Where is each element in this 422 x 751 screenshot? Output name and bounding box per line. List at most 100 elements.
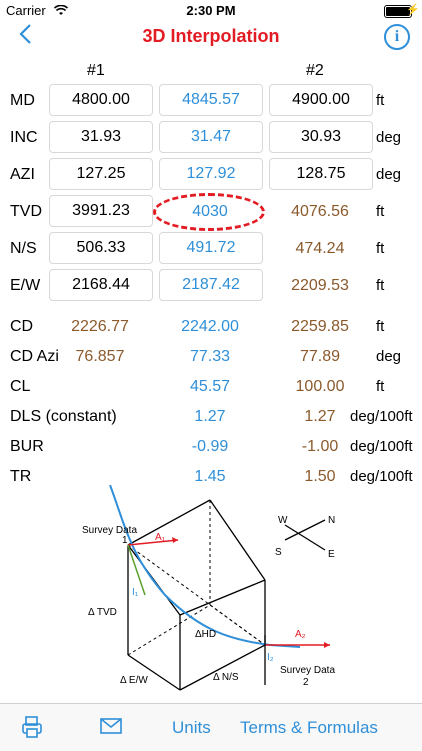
survey1-input[interactable]: 3991.23 (49, 195, 153, 227)
compass-w-label: W (278, 515, 288, 526)
terms-formulas-button[interactable]: Terms & Formulas (240, 718, 378, 737)
survey1-value: 76.857 (75, 348, 125, 365)
survey1-input[interactable]: 127.25 (49, 158, 153, 190)
interpolated-input[interactable]: 31.47 (159, 121, 263, 153)
survey1-input[interactable]: 506.33 (49, 232, 153, 264)
i2-label: I₂ (267, 652, 274, 663)
print-icon (22, 716, 42, 738)
survey2-value: -1.00 (301, 438, 339, 455)
delta-ew-label: Δ E/W (120, 675, 148, 686)
point-1-label: 1 (122, 535, 128, 546)
point-2-label: 2 (303, 677, 309, 688)
wifi-icon (53, 4, 69, 19)
navigation-bar: 3D Interpolation i (0, 22, 422, 52)
interpolated-input[interactable]: 491.72 (159, 232, 263, 264)
input-row-azi: AZI 127.25 127.92 128.75 deg (0, 158, 422, 190)
interpolated-value: 1.27 (194, 408, 226, 425)
unit-label: deg/100ft (350, 408, 413, 425)
row-label: N/S (10, 240, 37, 257)
survey2-input[interactable]: 2209.53 (291, 277, 349, 294)
result-row-cdazi: CD Azi 76.857 77.33 77.89 deg (0, 340, 422, 372)
row-label: CD (10, 318, 34, 335)
result-row-cd: CD 2226.77 2242.00 2259.85 ft (0, 310, 422, 342)
survey1-value: 2226.77 (71, 318, 129, 335)
unit-label: ft (376, 92, 385, 109)
input-row-inc: INC 31.93 31.47 30.93 deg (0, 121, 422, 153)
row-label: MD (10, 92, 35, 109)
interpolated-input[interactable]: 4845.57 (159, 84, 263, 116)
mail-button[interactable] (100, 718, 122, 739)
survey2-input[interactable]: 4076.56 (291, 203, 349, 220)
compass-n-label: N (328, 515, 335, 526)
survey-data-1-label: Survey Data (82, 525, 137, 536)
input-row-ns: N/S 506.33 491.72 474.24 ft (0, 232, 422, 264)
survey-data-2-label: Survey Data (280, 665, 335, 676)
result-row-bur: BUR -0.99 -1.00 deg/100ft (0, 430, 422, 462)
survey2-value: 1.50 (304, 468, 336, 485)
survey2-input[interactable]: 4900.00 (269, 84, 373, 116)
unit-label: ft (376, 203, 385, 220)
units-button[interactable]: Units (172, 718, 211, 737)
carrier-label: Carrier (6, 3, 46, 18)
survey2-input[interactable]: 474.24 (295, 240, 345, 257)
result-row-cl: CL 45.57 100.00 ft (0, 370, 422, 402)
highlight-ellipse (153, 193, 265, 231)
survey1-input[interactable]: 31.93 (49, 121, 153, 153)
survey1-input[interactable]: 4800.00 (49, 84, 153, 116)
row-label: CL (10, 378, 31, 395)
battery-icon (384, 5, 412, 18)
delta-tvd-label: Δ TVD (88, 607, 117, 618)
a2-label: A₂ (295, 629, 306, 640)
delta-ns-label: Δ N/S (213, 672, 239, 683)
unit-label: ft (376, 378, 385, 395)
compass-s-label: S (275, 547, 282, 558)
bottom-toolbar: Units Terms & Formulas (0, 703, 422, 751)
row-label: BUR (10, 438, 44, 455)
unit-label: deg (376, 166, 402, 183)
row-label: AZI (10, 166, 35, 183)
input-row-ew: E/W 2168.44 2187.42 2209.53 ft (0, 269, 422, 301)
input-row-md: MD 4800.00 4845.57 4900.00 ft (0, 84, 422, 116)
page-title: 3D Interpolation (142, 26, 280, 46)
unit-label: ft (376, 318, 385, 335)
charging-icon: ⚡ (406, 4, 420, 16)
a1-label: A₁ (155, 532, 166, 543)
survey2-input[interactable]: 128.75 (269, 158, 373, 190)
unit-label: ft (376, 277, 385, 294)
row-label: TVD (10, 203, 42, 220)
info-button[interactable]: i (384, 24, 410, 50)
clock: 2:30 PM (186, 3, 236, 18)
column-header-1: #1 (87, 62, 105, 79)
interpolated-input[interactable]: 2187.42 (159, 269, 263, 301)
row-label: INC (10, 129, 38, 146)
row-label: DLS (constant) (10, 408, 117, 425)
survey2-value: 1.27 (304, 408, 336, 425)
row-label: CD Azi (10, 348, 59, 365)
interpolated-input[interactable]: 127.92 (159, 158, 263, 190)
unit-label: deg (376, 129, 402, 146)
unit-label: ft (376, 240, 385, 257)
result-row-dlsconstant: DLS (constant) 1.27 1.27 deg/100ft (0, 400, 422, 432)
row-label: TR (10, 468, 32, 485)
interpolated-value: 1.45 (194, 468, 226, 485)
result-row-tr: TR 1.45 1.50 deg/100ft (0, 460, 422, 492)
survey2-input[interactable]: 30.93 (269, 121, 373, 153)
survey1-input[interactable]: 2168.44 (49, 269, 153, 301)
delta-hd-label: ΔHD (195, 629, 216, 640)
interpolated-value: 45.57 (189, 378, 231, 395)
back-button[interactable] (18, 22, 32, 50)
interpolated-value: 77.33 (189, 348, 231, 365)
unit-label: deg/100ft (350, 438, 413, 455)
survey2-value: 77.89 (299, 348, 341, 365)
status-bar: Carrier 2:30 PM ⚡ (0, 0, 422, 22)
mail-icon (100, 718, 122, 734)
compass-e-label: E (328, 549, 335, 560)
interpolated-value: -0.99 (191, 438, 229, 455)
info-icon: i (394, 28, 400, 45)
column-header-2: #2 (306, 62, 324, 79)
survey2-value: 2259.85 (291, 318, 349, 335)
unit-label: deg (376, 348, 402, 365)
interpolated-value: 2242.00 (181, 318, 239, 335)
print-button[interactable] (22, 716, 42, 743)
interpolation-diagram: Survey Data 1 A₁ I₁ Δ TVD ΔHD Δ E/W Δ N/… (82, 485, 335, 691)
